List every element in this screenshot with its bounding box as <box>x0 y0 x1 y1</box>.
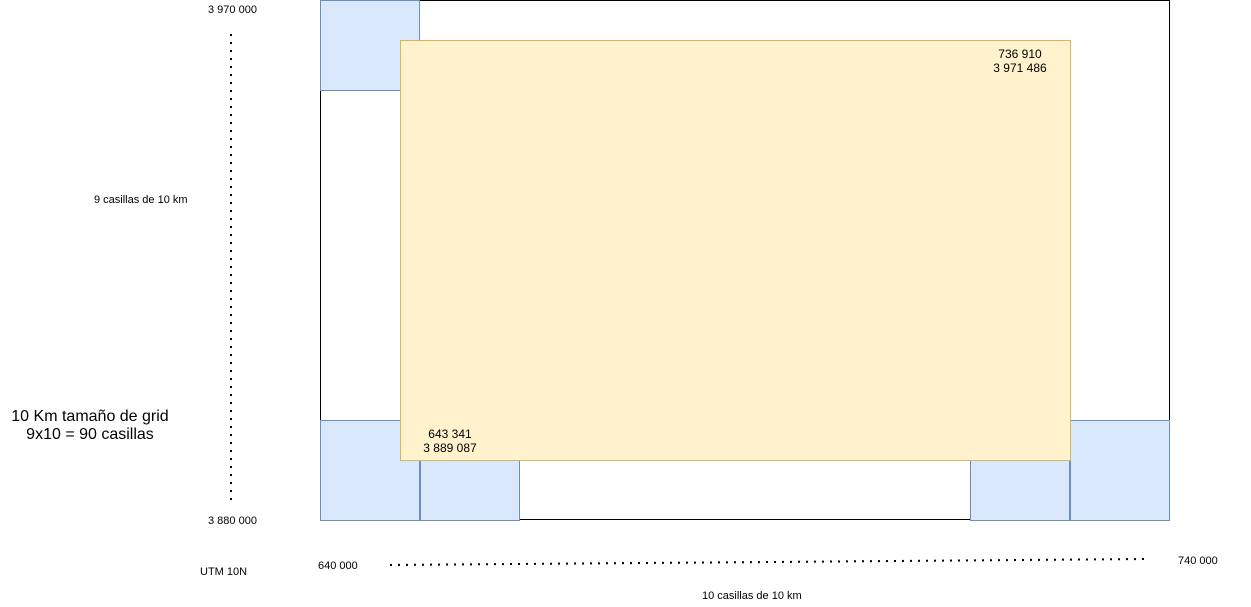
west-easting-label: 640 000 <box>318 560 358 572</box>
grid-cell-bottom-right <box>1070 420 1170 521</box>
cell-count-text: 9x10 = 90 casillas <box>26 426 154 443</box>
rows-caption: 9 casillas de 10 km <box>94 194 188 206</box>
grid-size-text: 10 Km tamaño de grid <box>11 408 169 425</box>
study-area-lower-left-label: 643 341 3 889 087 <box>415 427 485 455</box>
east-easting-label: 740 000 <box>1178 555 1218 567</box>
study-area-upper-right-label: 736 910 3 971 486 <box>985 47 1055 75</box>
upper-right-northing: 3 971 486 <box>993 61 1047 75</box>
utm-zone-label: UTM 10N <box>200 566 248 578</box>
lower-left-easting: 643 341 <box>428 427 472 441</box>
study-area <box>400 40 1071 461</box>
lower-left-northing: 3 889 087 <box>423 441 477 455</box>
horizontal-dimension-line <box>389 558 1149 566</box>
cols-caption: 10 casillas de 10 km <box>702 590 802 602</box>
vertical-dimension-line <box>230 34 232 502</box>
south-northing-label: 3 880 000 <box>208 515 257 527</box>
grid-summary-note: 10 Km tamaño de grid 9x10 = 90 casillas <box>0 408 180 444</box>
upper-right-easting: 736 910 <box>998 47 1042 61</box>
north-northing-label: 3 970 000 <box>208 4 257 16</box>
